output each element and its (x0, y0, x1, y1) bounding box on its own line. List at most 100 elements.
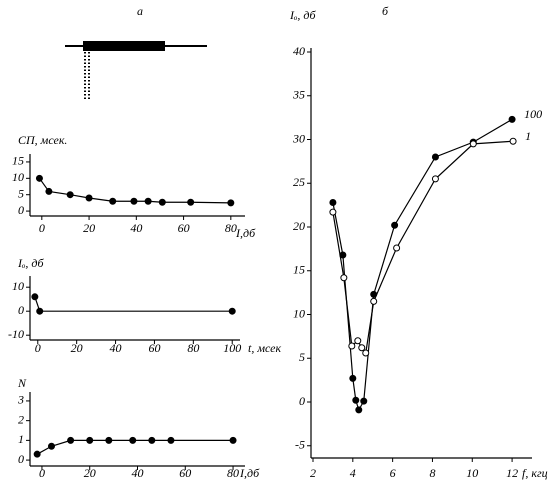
data-point (86, 436, 94, 444)
y-tick-label: 35 (292, 88, 305, 102)
data-point (148, 436, 156, 444)
x-tick-label: 80 (227, 466, 239, 480)
x-tick-label: 8 (429, 466, 435, 480)
data-point (329, 208, 337, 216)
data-point (509, 137, 517, 145)
x-tick-label: 60 (179, 466, 191, 480)
data-line (332, 118, 513, 412)
data-point (36, 307, 44, 315)
data-point (227, 199, 235, 207)
data-point (355, 406, 363, 414)
x-tick-label: 20 (71, 341, 83, 355)
y-tick-label: 40 (293, 44, 305, 58)
data-line (332, 140, 514, 355)
y-axis-label: СП, мсек. (18, 133, 67, 147)
y-tick-label: 15 (293, 263, 305, 277)
data-point (352, 396, 360, 404)
data-point (360, 397, 368, 405)
x-tick-label: 40 (132, 466, 144, 480)
data-point (66, 191, 74, 199)
x-axis-label: I,дб (239, 466, 260, 480)
data-point (508, 115, 516, 123)
y-axis-label: Iₒ, дб (289, 8, 316, 22)
data-point (67, 436, 75, 444)
data-point (391, 221, 399, 229)
data-point (354, 337, 362, 345)
data-point (187, 198, 195, 206)
y-axis-label: Iₒ, дб (17, 256, 44, 270)
x-tick-label: 100 (223, 341, 241, 355)
x-tick-label: 0 (39, 466, 45, 480)
schematic-bar (83, 41, 165, 51)
y-tick-label: 0 (18, 203, 24, 217)
data-point (229, 436, 237, 444)
series-label: 100 (524, 107, 542, 121)
x-tick-label: 80 (187, 341, 199, 355)
x-tick-label: 0 (35, 341, 41, 355)
data-point (45, 187, 53, 195)
y-tick-label: 1 (18, 432, 24, 446)
data-point (431, 175, 439, 183)
series-label: 1 (525, 129, 531, 143)
data-point (362, 349, 370, 357)
x-axis-label: f, кгц (522, 466, 548, 480)
x-tick-label: 40 (130, 221, 142, 235)
x-tick-label: 80 (225, 221, 237, 235)
data-line (34, 296, 233, 312)
data-point (167, 436, 175, 444)
x-tick-label: 10 (466, 466, 478, 480)
data-point (109, 197, 117, 205)
data-point (349, 374, 357, 382)
x-tick-label: 4 (350, 466, 356, 480)
x-tick-label: 6 (390, 466, 396, 480)
data-point (48, 442, 55, 450)
x-tick-label: 60 (148, 341, 160, 355)
data-point (370, 297, 378, 305)
x-tick-label: 20 (83, 221, 95, 235)
data-point (340, 274, 348, 282)
data-point (228, 307, 236, 315)
panel-label: а (137, 4, 143, 18)
x-tick-label: 40 (110, 341, 122, 355)
y-tick-label: 5 (18, 186, 24, 200)
data-line (38, 177, 231, 204)
y-tick-label: 0 (18, 303, 24, 317)
y-tick-label: 30 (292, 131, 305, 145)
x-tick-label: 20 (84, 466, 96, 480)
data-point (105, 436, 113, 444)
y-tick-label: 0 (18, 452, 24, 466)
data-point (393, 244, 401, 252)
schematic (65, 41, 207, 100)
data-point (130, 197, 138, 205)
x-tick-label: 0 (39, 221, 45, 235)
y-tick-label: -10 (8, 327, 24, 341)
y-tick-label: 15 (12, 154, 24, 168)
data-point (469, 140, 477, 148)
y-tick-label: 10 (12, 170, 24, 184)
data-point (144, 197, 152, 205)
y-tick-label: 3 (17, 393, 24, 407)
data-point (348, 342, 356, 350)
data-point (35, 174, 43, 182)
y-tick-label: 10 (12, 279, 24, 293)
data-point (329, 199, 337, 206)
y-tick-label: -5 (295, 438, 305, 452)
x-tick-label: 60 (178, 221, 190, 235)
data-point (431, 153, 439, 161)
y-tick-label: 0 (299, 394, 305, 408)
x-axis-label: I,дб (235, 226, 256, 240)
data-point (85, 194, 93, 202)
panel-label: б (382, 4, 389, 18)
x-axis-label: t, мсек (248, 341, 281, 355)
data-point (33, 450, 41, 458)
data-point (358, 344, 366, 352)
x-tick-label: 12 (506, 466, 518, 480)
y-tick-label: 25 (293, 175, 305, 189)
y-tick-label: 20 (293, 219, 305, 233)
x-tick-label: 2 (310, 466, 316, 480)
data-point (158, 198, 166, 206)
y-axis-label: N (17, 376, 27, 390)
data-point (129, 436, 137, 444)
y-tick-label: 5 (299, 350, 305, 364)
